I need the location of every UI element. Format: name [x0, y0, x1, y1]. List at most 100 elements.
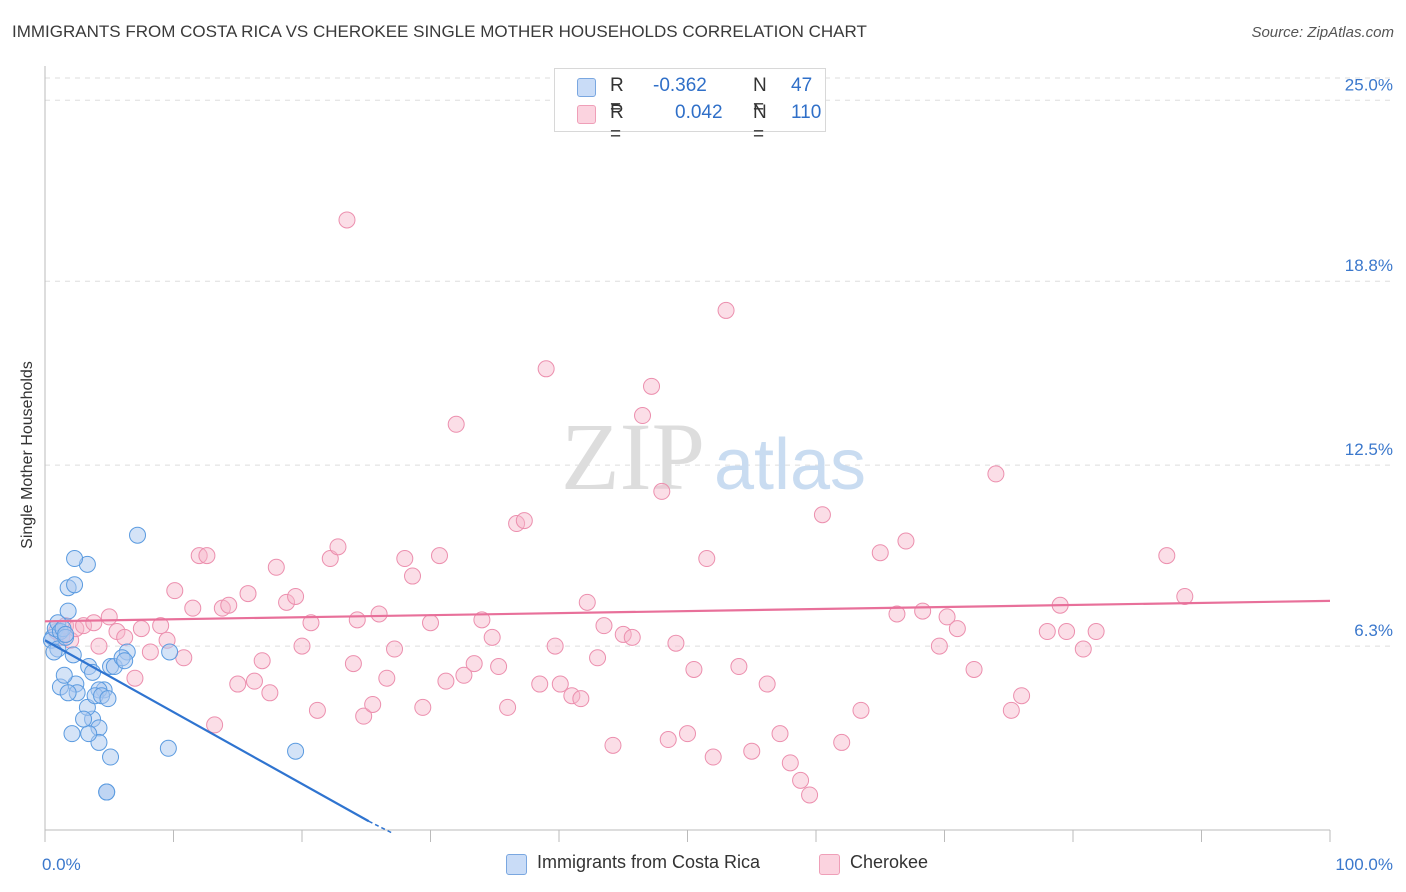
cherokee-point [1087, 623, 1105, 641]
cherokee-point [1158, 547, 1176, 565]
cherokee-point [348, 611, 366, 629]
cherokee-point [1074, 640, 1092, 658]
costa-rica-trend-extension [368, 820, 393, 834]
cherokee-point [229, 675, 247, 693]
watermark-zip: ZIP [561, 403, 705, 510]
x-tick-label: 0.0% [42, 855, 81, 874]
cherokee-point [537, 360, 555, 378]
y-tick-label: 12.5% [1345, 440, 1393, 459]
costa-rica-point [102, 748, 120, 766]
cherokee-point [667, 634, 685, 652]
cherokee-point [499, 698, 517, 716]
costa-rica-point [98, 783, 116, 801]
cherokee-point [987, 465, 1005, 483]
r-label: R = [610, 75, 624, 118]
cherokee-point [563, 687, 581, 705]
cherokee-point [220, 596, 238, 614]
y-tick-label: 18.8% [1345, 256, 1393, 275]
r-value: 0.042 [675, 102, 723, 123]
cherokee-trend-line [44, 599, 1331, 623]
cherokee-point [100, 608, 118, 626]
cherokee-point [758, 675, 776, 693]
source-label: Source: ZipAtlas.com [1251, 24, 1394, 41]
cherokee-point [321, 550, 339, 568]
cherokee-point [404, 567, 422, 585]
cherokee-point [1038, 623, 1056, 641]
cherokee-point [175, 649, 193, 667]
watermark: ZIP atlas [561, 403, 866, 510]
x-tick-label: 100.0% [1335, 855, 1393, 874]
cherokee-point [430, 547, 448, 565]
cherokee-point [833, 733, 851, 751]
cherokee-point [152, 617, 170, 635]
cherokee-point [386, 640, 404, 658]
y-tick-label: 6.3% [1354, 621, 1393, 640]
cherokee-point [743, 742, 761, 760]
costa-rica-point [59, 684, 77, 702]
costa-rica-point [57, 625, 75, 643]
cherokee-point [287, 587, 305, 605]
cherokee-point [414, 698, 432, 716]
costa-rica-point [161, 643, 179, 661]
chart-title: IMMIGRANTS FROM COSTA RICA VS CHEROKEE S… [12, 22, 867, 41]
cherokee-point [132, 620, 150, 638]
tick-labels: 6.3% 12.5% 18.8% 25.0% 0.0% 100.0% [42, 75, 1393, 874]
cherokee-point [116, 628, 134, 646]
legend-label: Immigrants from Costa Rica [537, 852, 761, 872]
y-axis-label: Single Mother Households [19, 361, 36, 549]
cherokee-point [239, 585, 257, 603]
cherokee-point [206, 716, 224, 734]
y-tick-label: 25.0% [1345, 75, 1393, 94]
trend-lines [44, 599, 1331, 834]
cherokee-point [578, 593, 596, 611]
cherokee-point [261, 684, 279, 702]
watermark-atlas: atlas [714, 425, 866, 505]
legend-swatch-pink [577, 105, 596, 124]
cherokee-point [623, 628, 641, 646]
legend-swatch-pink [819, 854, 840, 875]
cherokee-point [679, 725, 696, 743]
cherokee-point [422, 614, 439, 632]
n-value: 47 [791, 75, 813, 96]
cherokee-point [198, 547, 216, 565]
legend-swatch-blue [577, 78, 596, 97]
cherokee-point [378, 669, 396, 687]
cherokee-point [278, 593, 296, 611]
cherokee-point [267, 558, 285, 576]
cherokee-point [948, 620, 966, 638]
cherokee-point [1013, 687, 1031, 705]
cherokee-point [483, 628, 501, 646]
cherokee-point [355, 707, 373, 725]
cherokee-point [293, 637, 311, 655]
costa-rica-point [75, 710, 93, 728]
cherokee-point [704, 748, 722, 766]
grid-lines [45, 77, 1395, 647]
cherokee-point [871, 544, 889, 562]
cherokee-point [184, 599, 202, 617]
cherokee-point [685, 660, 703, 678]
costa-rica-point [116, 652, 134, 670]
cherokee-point [253, 652, 271, 670]
costa-rica-point [66, 550, 84, 568]
costa-rica-point [287, 742, 305, 760]
cherokee-point [604, 736, 622, 754]
cherokee-point [888, 605, 906, 623]
cherokee-point [572, 690, 590, 708]
stats-legend: R = -0.362 N = 47 R = 0.042 N = 110 [554, 68, 826, 145]
n-label: N = [753, 75, 767, 118]
n-label: N = [753, 102, 767, 145]
cherokee-point [437, 672, 455, 690]
cherokee-point [465, 655, 483, 673]
axes [44, 66, 1331, 842]
cherokee-point [643, 377, 661, 395]
cherokee-point [245, 672, 263, 690]
legend-swatch-blue [506, 854, 527, 875]
cherokee-point [1058, 623, 1076, 641]
costa-rica-point [55, 666, 73, 684]
cherokee-point [792, 771, 810, 789]
cherokee-point [515, 512, 533, 530]
cherokee-point [614, 625, 632, 643]
cherokee-point [447, 415, 465, 433]
cherokee-point [546, 637, 564, 655]
